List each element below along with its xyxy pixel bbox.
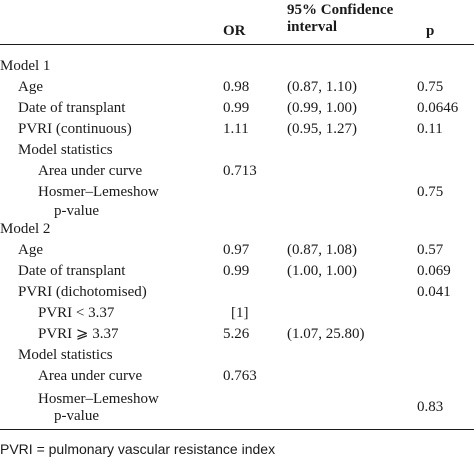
model2-auc-value: 0.763 <box>223 368 257 384</box>
model1-auc-value: 0.713 <box>223 163 257 179</box>
model1-pvri-or: 1.11 <box>223 121 249 137</box>
model2-pvri-low-or: [1] <box>231 305 249 321</box>
model2-hl-label: Hosmer–Lemeshow <box>38 391 159 407</box>
model2-age-p: 0.57 <box>417 242 444 258</box>
model1-date-label: Date of transplant <box>18 100 126 116</box>
model2-pvri-p: 0.041 <box>417 284 451 300</box>
model2-auc-label: Area under curve <box>38 368 143 384</box>
model2-hl-p: 0.83 <box>417 399 444 415</box>
table-footnote: PVRI = pulmonary vascular resistance ind… <box>0 441 276 457</box>
model1-date-p: 0.0646 <box>417 100 459 116</box>
model1-auc-label: Area under curve <box>38 163 143 179</box>
model2-date-or: 0.99 <box>223 263 250 279</box>
header-p: p <box>426 23 435 39</box>
model1-pvri-label: PVRI (continuous) <box>18 121 132 137</box>
model2-age-label: Age <box>18 242 43 258</box>
model1-stats-label: Model statistics <box>18 142 113 158</box>
model2-date-p: 0.069 <box>417 263 451 279</box>
model2-pvri-high-or: 5.26 <box>223 326 250 342</box>
model1-hl-label: Hosmer–Lemeshow <box>38 184 159 200</box>
header-ci-line1: 95% Confidence <box>287 2 394 18</box>
model2-pvri-low-label: PVRI < 3.37 <box>38 305 115 321</box>
model1-date-ci: (0.99, 1.00) <box>287 100 357 116</box>
model2-hl-label2: p-value <box>54 408 99 424</box>
model2-title: Model 2 <box>0 221 51 237</box>
model1-age-p: 0.75 <box>417 79 444 95</box>
model1-age-ci: (0.87, 1.10) <box>287 79 357 95</box>
model2-pvri-label: PVRI (dichotomised) <box>18 284 147 300</box>
model2-pvri-high-ci: (1.07, 25.80) <box>287 326 365 342</box>
model2-date-label: Date of transplant <box>18 263 126 279</box>
model2-date-ci: (1.00, 1.00) <box>287 263 357 279</box>
model1-title: Model 1 <box>0 58 51 74</box>
model1-hl-p: 0.75 <box>417 184 444 200</box>
model1-age-or: 0.98 <box>223 79 250 95</box>
model1-age-label: Age <box>18 79 43 95</box>
model1-hl-label2: p-value <box>54 203 99 219</box>
model1-pvri-p: 0.11 <box>417 121 443 137</box>
model2-age-ci: (0.87, 1.08) <box>287 242 357 258</box>
model1-date-or: 0.99 <box>223 100 250 116</box>
model1-pvri-ci: (0.95, 1.27) <box>287 121 357 137</box>
bottom-rule <box>0 429 474 430</box>
model2-age-or: 0.97 <box>223 242 250 258</box>
header-ci-line2: interval <box>287 19 337 35</box>
model2-pvri-high-label: PVRI ⩾ 3.37 <box>38 326 119 342</box>
header-rule <box>0 44 474 45</box>
model2-stats-label: Model statistics <box>18 347 113 363</box>
header-or: OR <box>223 23 246 39</box>
